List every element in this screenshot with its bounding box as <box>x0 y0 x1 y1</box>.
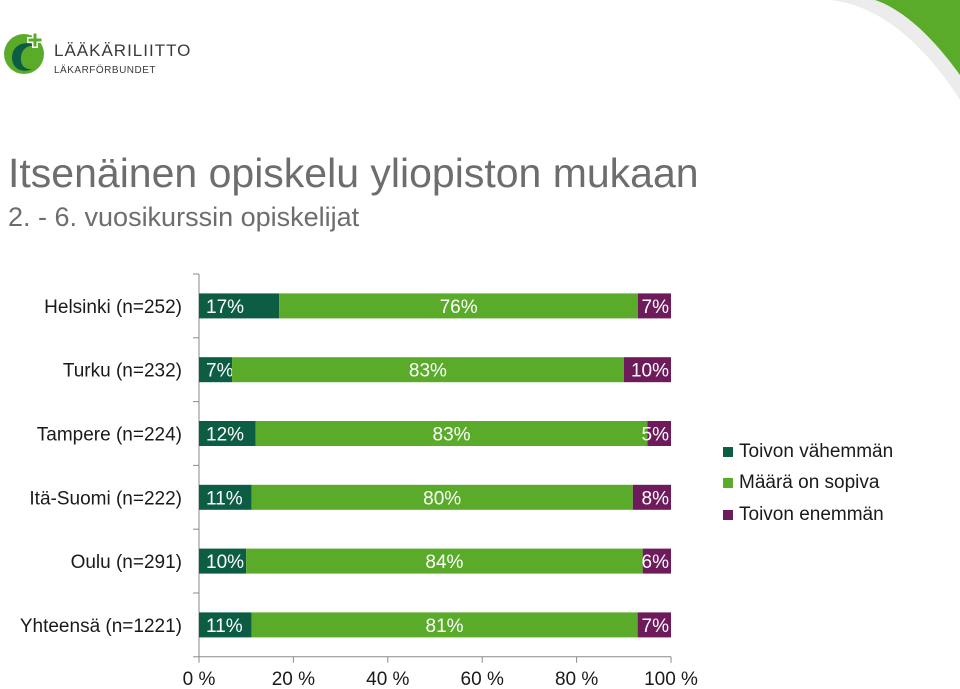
bar-segment <box>246 548 643 574</box>
bar-segment <box>199 357 233 383</box>
legend-swatch <box>723 478 733 489</box>
page-title: Itsenäinen opiskelu yliopiston mukaan <box>8 150 699 196</box>
category-label: Oulu (n=291) <box>71 552 182 573</box>
bar-segment <box>647 421 671 446</box>
legend-item-more: Toivon enemmän <box>723 499 893 531</box>
legend-label: Määrä on sopiva <box>739 472 880 494</box>
bar-segment <box>251 612 638 638</box>
data-label: 83% <box>409 361 447 382</box>
data-label: 12% <box>206 425 244 446</box>
data-label: 7% <box>642 297 670 318</box>
category-label: Tampere (n=224) <box>37 425 182 446</box>
legend-label: Toivon enemmän <box>739 503 884 525</box>
bar-segment <box>199 548 247 574</box>
x-tick-label: 20 % <box>272 669 315 689</box>
bar-segment <box>199 484 252 510</box>
category-label: Yhteensä (n=1221) <box>20 616 182 637</box>
page-subtitle: 2. - 6. vuosikurssin opiskelijat <box>8 202 360 232</box>
data-label: 84% <box>425 552 463 573</box>
data-label: 11% <box>206 488 243 509</box>
data-label: 10% <box>206 552 244 573</box>
bar-segment <box>642 548 671 574</box>
data-label: 80% <box>423 488 461 509</box>
bar-segment <box>255 421 648 446</box>
data-label: 76% <box>440 297 478 318</box>
data-label: 5% <box>642 425 670 446</box>
legend-item-suitable: Määrä on sopiva <box>723 468 893 500</box>
bar-segment <box>199 293 280 319</box>
bar-segment <box>637 293 671 319</box>
data-label: 7% <box>206 361 234 382</box>
bar-segment <box>199 421 256 446</box>
bar-segment <box>251 484 633 510</box>
legend-item-less: Toivon vähemmän <box>723 436 893 468</box>
bar-segment <box>279 293 638 319</box>
legend-swatch <box>723 446 733 457</box>
x-tick-label: 0 % <box>183 669 216 689</box>
category-label: Helsinki (n=252) <box>44 297 182 318</box>
x-tick-label: 100 % <box>644 669 698 689</box>
x-tick-label: 40 % <box>366 669 409 689</box>
bar-segment <box>199 612 252 638</box>
data-label: 7% <box>642 616 670 637</box>
x-tick-label: 60 % <box>461 669 504 689</box>
data-label: 10% <box>631 361 669 382</box>
data-label: 8% <box>642 488 670 509</box>
chart-legend: Toivon vähemmän Määrä on sopiva Toivon e… <box>723 436 893 531</box>
legend-swatch <box>723 509 733 520</box>
bar-segment <box>632 484 671 510</box>
category-label: Itä-Suomi (n=222) <box>29 488 182 509</box>
logo-icon <box>4 32 44 74</box>
bar-segment <box>637 612 671 638</box>
data-label: 11% <box>206 616 243 637</box>
x-tick-label: 80 % <box>555 669 598 689</box>
legend-label: Toivon vähemmän <box>739 440 894 462</box>
data-label: 81% <box>426 616 464 637</box>
data-label: 17% <box>206 297 244 318</box>
data-label: 83% <box>433 425 471 446</box>
logo-name-swedish: LÄKARFÖRBUNDET <box>54 65 157 76</box>
bar-segment <box>623 357 671 383</box>
logo-name: LÄÄKÄRILIITTO <box>54 41 192 60</box>
data-label: 6% <box>642 552 670 573</box>
category-label: Turku (n=232) <box>63 361 182 382</box>
bar-segment <box>232 357 624 383</box>
